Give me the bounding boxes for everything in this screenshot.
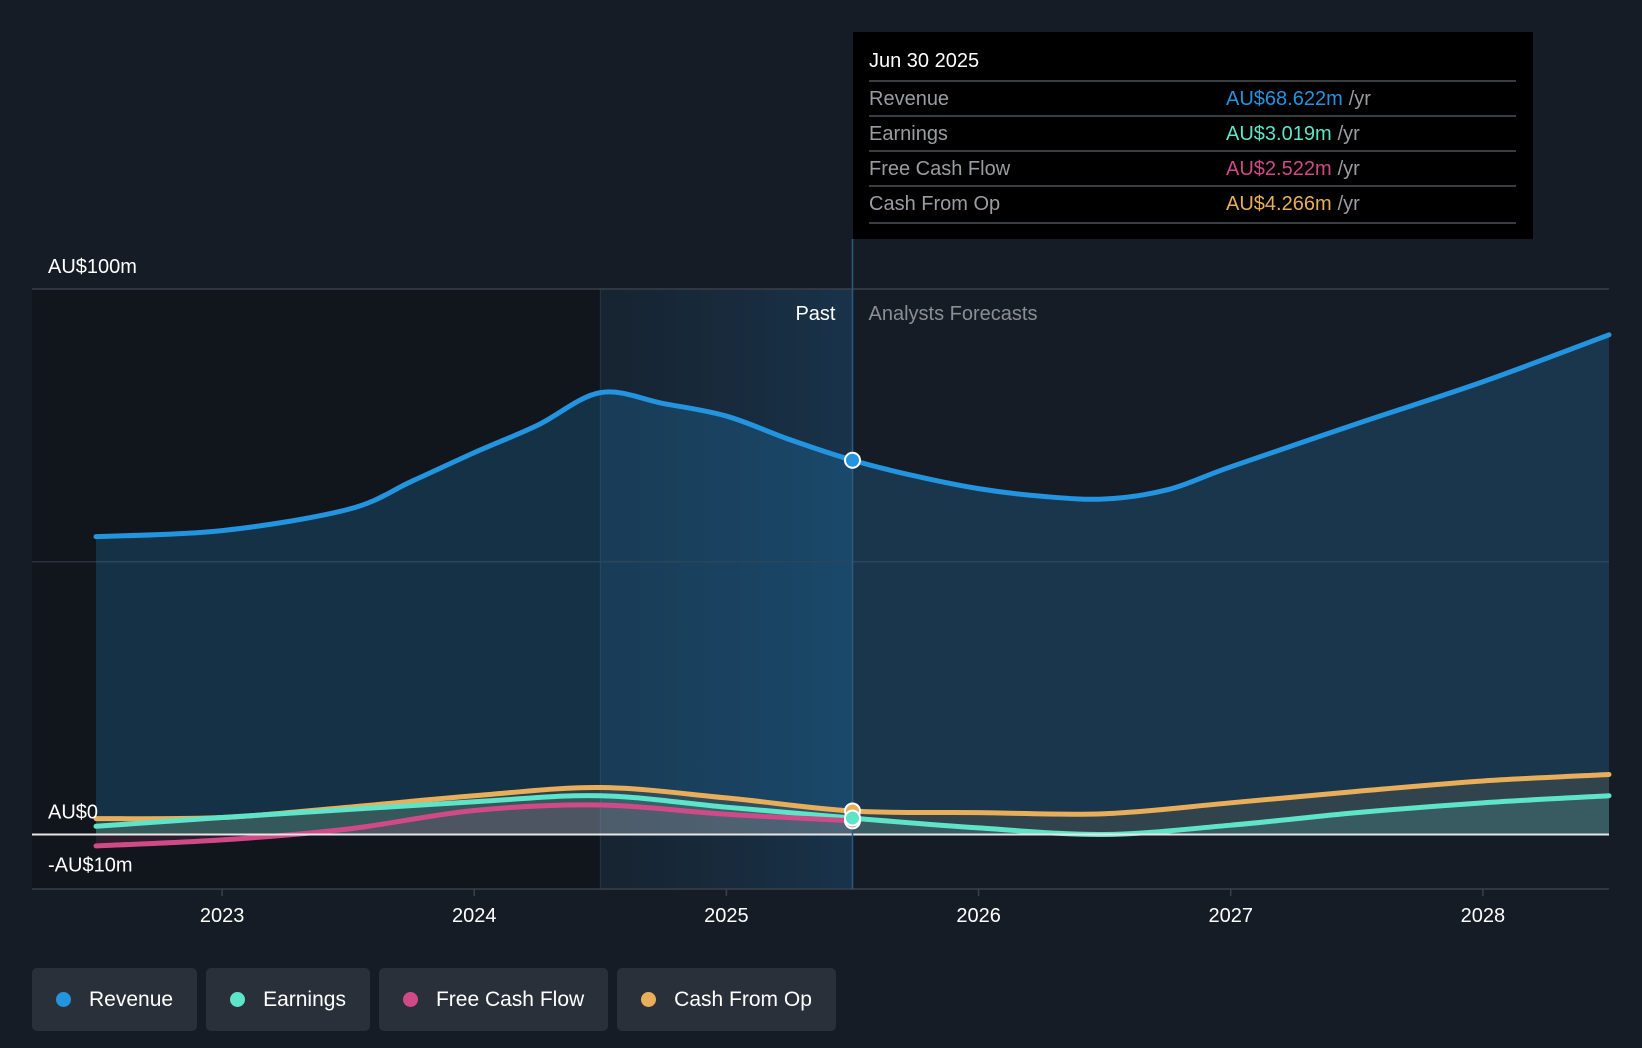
x-tick-label: 2024 — [452, 905, 497, 927]
forecast-label: Analysts Forecasts — [869, 303, 1038, 325]
legend-free-cash-flow-button[interactable]: Free Cash Flow — [378, 968, 609, 1031]
tooltip-value: AU$2.522m — [1226, 158, 1332, 180]
free-cash-flow-area — [96, 804, 853, 846]
earnings-line — [93, 793, 1612, 837]
tooltip-unit: /yr — [1337, 193, 1360, 215]
tooltip-row-earnings: Earnings AU$3.019m/yr — [869, 115, 1516, 151]
tooltip: Jun 30 2025 Revenue AU$68.622m/yr Earnin… — [853, 32, 1533, 239]
tooltip-value: AU$4.266m — [1226, 193, 1332, 215]
free-cash-flow-line — [93, 802, 855, 849]
revenue-marker — [844, 451, 861, 469]
tooltip-label: Earnings — [869, 123, 948, 145]
earnings-marker — [844, 809, 861, 827]
x-tick-label: 2025 — [704, 905, 749, 927]
legend-revenue-button[interactable]: Revenue — [32, 968, 198, 1031]
tooltip-label: Free Cash Flow — [869, 158, 1011, 180]
legend-label: Cash From Op — [674, 987, 812, 1011]
legend-label: Revenue — [89, 987, 174, 1011]
tooltip-row-cash-from-op: Cash From Op AU$4.266m/yr — [869, 185, 1516, 221]
legend: Revenue Earnings Free Cash Flow Cash Fro… — [32, 968, 836, 1031]
tooltip-row-free-cash-flow: Free Cash Flow AU$2.522m/yr — [869, 150, 1516, 186]
tooltip-unit: /yr — [1337, 158, 1360, 180]
x-tick-label: 2027 — [1209, 905, 1254, 927]
y-tick-label: -AU$10m — [48, 854, 132, 876]
legend-label: Earnings — [263, 987, 346, 1011]
x-tick-label: 2023 — [200, 905, 245, 927]
legend-earnings-button[interactable]: Earnings — [206, 968, 370, 1031]
past-dark-region — [32, 289, 601, 889]
chart: AU$100m AU$0 -AU$10m 2023 2024 2025 2026 2027 20… — [32, 239, 1612, 927]
revenue-dot-icon — [56, 992, 71, 1007]
cash-from-op-dot-icon — [641, 992, 657, 1007]
cash-from-op-area — [96, 774, 1609, 835]
tooltip-value: AU$3.019m — [1226, 123, 1332, 145]
legend-label: Free Cash Flow — [435, 987, 585, 1011]
tooltip-value: AU$68.622m — [1226, 88, 1343, 110]
tooltip-unit: /yr — [1337, 123, 1360, 145]
free-cash-flow-dot-icon — [402, 992, 418, 1007]
tooltip-label: Revenue — [869, 88, 950, 110]
legend-cash-from-op-button[interactable]: Cash From Op — [617, 968, 836, 1031]
tooltip-date: Jun 30 2025 — [869, 50, 980, 72]
y-tick-label: AU$100m — [48, 256, 137, 278]
earnings-dot-icon — [230, 992, 246, 1007]
past-label: Past — [795, 303, 835, 325]
tooltip-divider — [869, 222, 1516, 224]
revenue-line — [93, 332, 1612, 540]
x-tick-label: 2026 — [956, 905, 1001, 927]
x-tick-label: 2028 — [1461, 905, 1506, 927]
tooltip-unit: /yr — [1348, 88, 1371, 110]
tooltip-label: Cash From Op — [869, 193, 1001, 215]
y-tick-label: AU$0 — [48, 801, 98, 823]
earnings-area — [96, 795, 1609, 835]
tooltip-row-revenue: Revenue AU$68.622m/yr — [869, 80, 1516, 116]
